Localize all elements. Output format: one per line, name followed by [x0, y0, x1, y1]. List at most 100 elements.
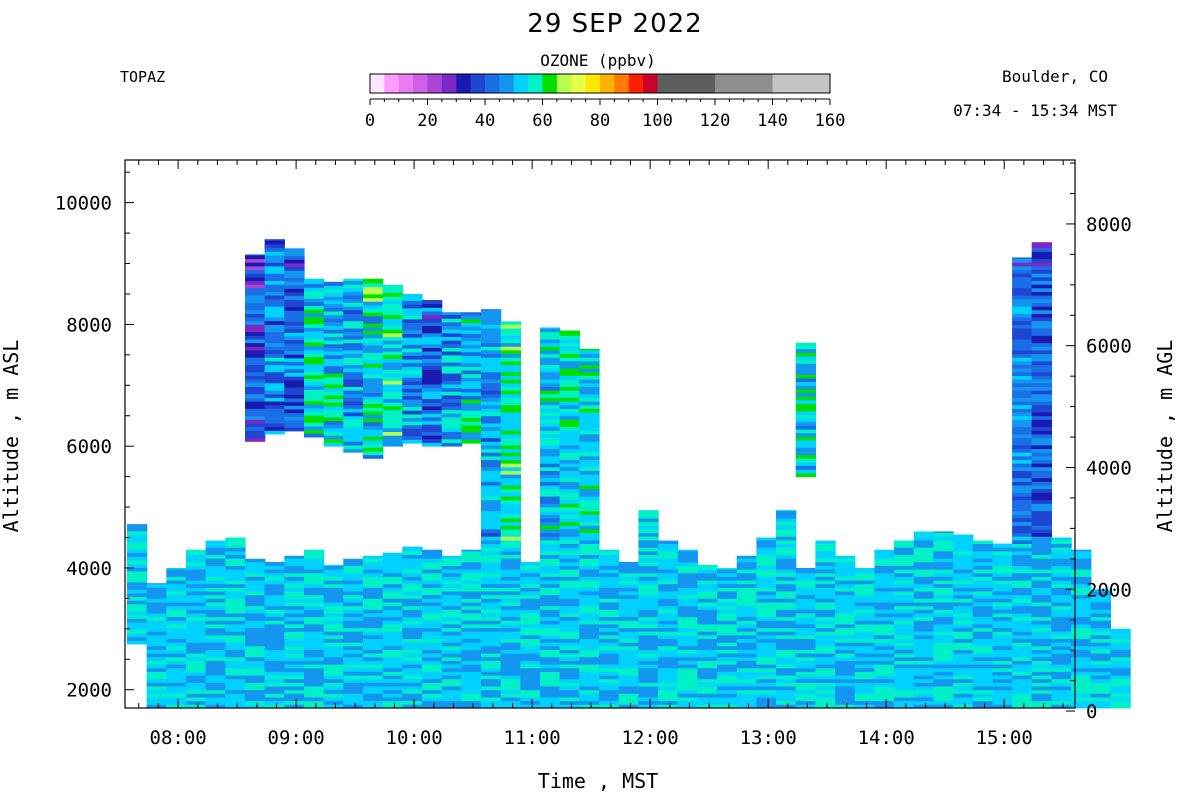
- heatmap-cell: [756, 678, 777, 683]
- heatmap-cell: [205, 678, 226, 683]
- heatmap-cell: [559, 554, 580, 559]
- heatmap-cell: [245, 642, 266, 647]
- heatmap-cell: [835, 565, 856, 570]
- heatmap-cell: [186, 700, 207, 705]
- heatmap-cell: [304, 283, 325, 288]
- heatmap-cell: [382, 638, 403, 643]
- heatmap-cell: [874, 656, 895, 661]
- colorbar-bin: [528, 74, 543, 93]
- heatmap-cell: [323, 693, 344, 698]
- heatmap-cell: [972, 547, 993, 552]
- heatmap-cell: [815, 580, 836, 585]
- heatmap-cell: [599, 697, 620, 702]
- heatmap-cell: [186, 645, 207, 650]
- heatmap-cell: [776, 587, 797, 592]
- heatmap-cell: [756, 587, 777, 592]
- x-axis-label: Time , MST: [538, 769, 658, 793]
- heatmap-cell: [1012, 390, 1033, 395]
- heatmap-cell: [304, 561, 325, 566]
- heatmap-cell: [284, 427, 305, 432]
- y-tick-label-left: 10000: [55, 193, 112, 215]
- heatmap-cell: [795, 410, 816, 415]
- y-tick-label-left: 4000: [66, 558, 112, 580]
- heatmap-cell: [166, 700, 187, 705]
- heatmap-cell: [599, 693, 620, 698]
- heatmap-cell: [363, 451, 384, 456]
- heatmap-cell: [363, 297, 384, 302]
- heatmap-cell: [205, 664, 226, 669]
- heatmap-cell: [284, 332, 305, 337]
- heatmap-cell: [402, 569, 423, 574]
- heatmap-cell: [1012, 481, 1033, 486]
- heatmap-cell: [913, 558, 934, 563]
- heatmap-cell: [776, 539, 797, 544]
- heatmap-cell: [599, 620, 620, 625]
- heatmap-cell: [815, 583, 836, 588]
- heatmap-cell: [422, 583, 443, 588]
- x-tick-label: 11:00: [504, 727, 561, 749]
- heatmap-cell: [481, 459, 502, 464]
- heatmap-cell: [894, 671, 915, 676]
- heatmap-cell: [264, 645, 285, 650]
- heatmap-cell: [500, 678, 521, 683]
- heatmap-cell: [559, 331, 580, 336]
- heatmap-cell: [481, 415, 502, 420]
- heatmap-cell: [461, 624, 482, 629]
- heatmap-cell: [205, 631, 226, 636]
- heatmap-cell: [441, 406, 462, 411]
- heatmap-cell: [1012, 258, 1033, 263]
- heatmap-cell: [461, 609, 482, 614]
- heatmap-cell: [402, 693, 423, 698]
- heatmap-cell: [481, 357, 502, 362]
- heatmap-cell: [481, 324, 502, 329]
- heatmap-cell: [363, 367, 384, 372]
- heatmap-cell: [677, 591, 698, 596]
- heatmap-cell: [500, 390, 521, 395]
- heatmap-cell: [795, 447, 816, 452]
- heatmap-cell: [402, 410, 423, 415]
- heatmap-cell: [1031, 645, 1052, 650]
- heatmap-cell: [461, 598, 482, 603]
- heatmap-cell: [441, 598, 462, 603]
- heatmap-cell: [1031, 518, 1052, 523]
- heatmap-cell: [205, 594, 226, 599]
- heatmap-cell: [579, 638, 600, 643]
- heatmap-cell: [1012, 638, 1033, 643]
- heatmap-cell: [736, 664, 757, 669]
- heatmap-cell: [599, 660, 620, 665]
- heatmap-cell: [953, 605, 974, 610]
- heatmap-cell: [953, 653, 974, 658]
- heatmap-cell: [461, 627, 482, 632]
- heatmap-cell: [953, 660, 974, 665]
- heatmap-cell: [304, 645, 325, 650]
- heatmap-cell: [658, 689, 679, 694]
- heatmap-cell: [166, 653, 187, 658]
- colorbar-bin: [441, 74, 457, 93]
- plot-area: [127, 239, 1131, 709]
- heatmap-cell: [776, 591, 797, 596]
- heatmap-cell: [736, 616, 757, 621]
- heatmap-cell: [1090, 620, 1111, 625]
- heatmap-cell: [402, 402, 423, 407]
- heatmap-cell: [402, 326, 423, 331]
- heatmap-cell: [304, 704, 325, 709]
- heatmap-cell: [245, 645, 266, 650]
- heatmap-cell: [815, 678, 836, 683]
- heatmap-cell: [481, 572, 502, 577]
- heatmap-cell: [638, 704, 659, 709]
- heatmap-cell: [579, 645, 600, 650]
- heatmap-cell: [245, 704, 266, 709]
- heatmap-cell: [972, 624, 993, 629]
- heatmap-cell: [953, 686, 974, 691]
- heatmap-cell: [1012, 386, 1033, 391]
- heatmap-cell: [697, 565, 718, 570]
- heatmap-cell: [186, 558, 207, 563]
- heatmap-cell: [422, 704, 443, 709]
- heatmap-cell: [776, 631, 797, 636]
- heatmap-cell: [913, 620, 934, 625]
- heatmap-cell: [461, 675, 482, 680]
- heatmap-cell: [461, 421, 482, 426]
- heatmap-cell: [540, 426, 561, 431]
- heatmap-cell: [363, 576, 384, 581]
- heatmap-cell: [894, 598, 915, 603]
